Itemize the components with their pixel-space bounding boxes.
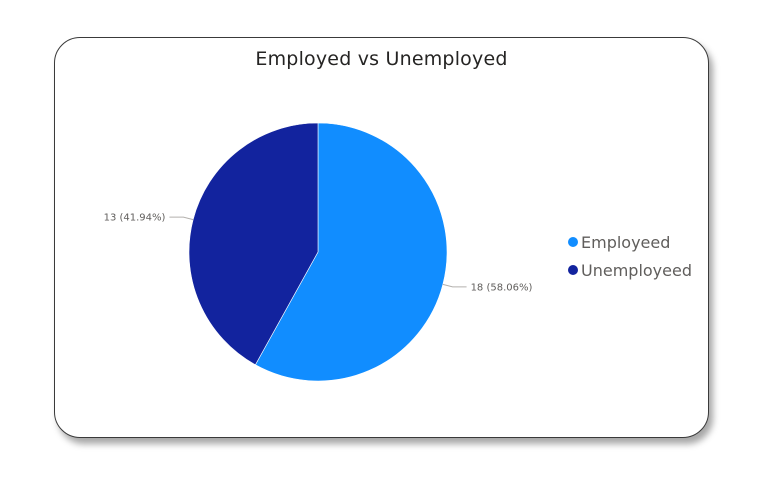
data-label: 13 (41.94%) [104, 213, 166, 224]
legend-label: Unemployeed [581, 260, 692, 280]
pie-chart: 18 (58.06%) 13 (41.94%) [104, 122, 533, 382]
pie-data-labels: 18 (58.06%) 13 (41.94%) [104, 213, 533, 294]
chart-card: Employed vs Unemployed 18 (58.06%) 13 (41… [54, 37, 709, 438]
legend-marker-icon [568, 237, 578, 247]
pie-slices [188, 122, 448, 382]
legend-item-employeed[interactable]: Employeed [568, 228, 692, 256]
data-label: 18 (58.06%) [471, 282, 533, 293]
chart-legend: Employeed Unemployeed [568, 228, 692, 284]
leader-line [442, 283, 467, 288]
chart-title: Employed vs Unemployed [255, 48, 508, 70]
legend-item-unemployeed[interactable]: Unemployeed [568, 256, 692, 284]
legend-label: Employeed [581, 232, 671, 252]
pie-slice-employeed[interactable] [254, 122, 448, 382]
leader-line [169, 216, 194, 221]
legend-marker-icon [568, 265, 578, 275]
